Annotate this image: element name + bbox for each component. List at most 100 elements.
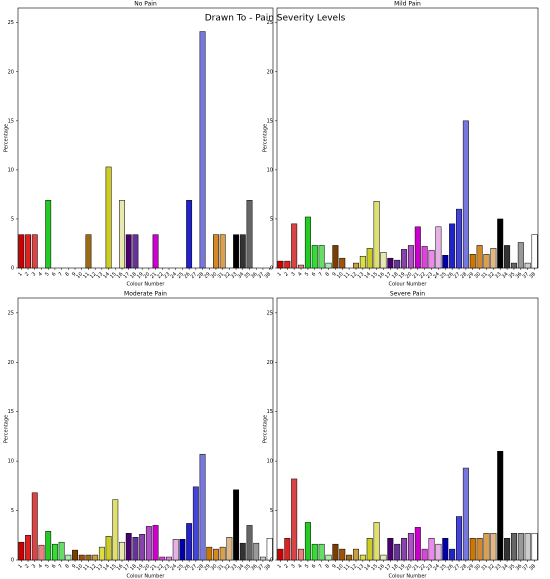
x-tick-label: 5 [44, 563, 50, 569]
bar [352, 548, 359, 561]
bar [119, 541, 125, 561]
bar [219, 546, 226, 561]
bar [531, 234, 538, 269]
axes-title: No Pain [134, 1, 157, 8]
x-tick-label: 17 [384, 271, 393, 280]
y-tick-label: 20 [8, 360, 14, 366]
x-tick-label: 4 [37, 271, 43, 277]
x-tick-label: 2 [283, 271, 289, 277]
x-tick-label: 30 [210, 563, 219, 572]
bar [421, 548, 428, 561]
y-tick-label: 5 [270, 508, 273, 514]
bar [414, 527, 421, 561]
y-tick-label: 20 [8, 69, 14, 75]
bar [469, 537, 476, 561]
y-tick-label: 15 [267, 118, 273, 124]
x-tick-label: 32 [487, 563, 496, 572]
bar [476, 245, 483, 269]
x-tick-label: 21 [412, 271, 421, 280]
bar [497, 218, 504, 269]
y-tick-label: 5 [11, 216, 14, 222]
x-tick-label: 17 [122, 271, 131, 280]
bar [145, 526, 152, 561]
bar [462, 467, 469, 561]
bar [531, 533, 538, 561]
bar [517, 533, 524, 561]
x-tick-label: 25 [176, 563, 185, 572]
bar [401, 537, 408, 561]
bar [394, 543, 401, 561]
x-tick-label: 31 [480, 563, 489, 572]
x-tick-label: 2 [24, 563, 30, 569]
axes-frame [276, 297, 539, 561]
bar [226, 537, 233, 561]
x-tick-label: 6 [51, 563, 57, 569]
bar [199, 31, 206, 269]
x-tick-label: 12 [89, 271, 98, 280]
bar [172, 538, 179, 561]
y-tick-label: 20 [267, 69, 273, 75]
x-tick-label: 35 [243, 271, 252, 280]
bar [105, 536, 112, 561]
bar [490, 533, 497, 561]
x-tick-label: 20 [143, 271, 152, 280]
x-tick-label: 8 [64, 563, 70, 569]
bar [233, 234, 240, 269]
bar [192, 486, 199, 561]
bar [332, 245, 339, 269]
bar [401, 249, 408, 269]
bar [490, 248, 497, 269]
x-tick-label: 15 [109, 563, 118, 572]
y-axis-label: Percentage [263, 415, 269, 443]
bar [125, 234, 132, 269]
bar [442, 254, 449, 269]
bar [366, 248, 373, 269]
y-axis-label: Percentage [4, 415, 10, 443]
bar [139, 534, 146, 561]
x-tick-label: 20 [405, 271, 414, 280]
x-tick-label: 8 [324, 563, 330, 569]
x-tick-label: 5 [304, 271, 310, 277]
x-axis-label: Colour Number [389, 574, 428, 579]
x-tick-label: 16 [377, 271, 386, 280]
bar [449, 548, 456, 561]
x-tick-label: 6 [311, 271, 317, 277]
axes-title: Severe Pain [390, 291, 425, 298]
bar [428, 250, 435, 269]
y-tick-label: 0 [11, 558, 14, 564]
x-tick-label: 31 [480, 271, 489, 280]
bar [380, 252, 387, 269]
x-tick-label: 23 [163, 563, 172, 572]
bar [213, 548, 219, 561]
bar [246, 525, 253, 561]
bar [112, 499, 119, 561]
bar [45, 531, 52, 561]
x-tick-label: 19 [398, 563, 407, 572]
x-tick-label: 31 [216, 563, 225, 572]
bar [469, 254, 476, 269]
bar [298, 548, 305, 561]
bar [483, 254, 490, 269]
x-tick-label: 19 [136, 563, 145, 572]
x-tick-label: 37 [257, 271, 266, 280]
x-tick-label: 24 [432, 563, 441, 572]
bar [325, 262, 332, 269]
x-tick-label: 17 [384, 563, 393, 572]
x-tick-label: 37 [257, 563, 266, 572]
bar [25, 535, 31, 561]
y-axis-label: Percentage [263, 124, 269, 152]
axes-frame [17, 297, 274, 561]
bar [387, 537, 394, 561]
bar [504, 245, 511, 269]
bar [85, 554, 92, 561]
x-tick-label: 11 [82, 563, 91, 572]
bar [524, 262, 531, 269]
x-tick-label: 18 [129, 271, 138, 280]
x-tick-label: 10 [75, 563, 84, 572]
x-tick-label: 20 [405, 563, 414, 572]
x-tick-label: 3 [290, 271, 296, 277]
bar [380, 554, 387, 561]
bar [277, 548, 284, 561]
bar [125, 533, 132, 561]
x-tick-label: 9 [71, 271, 77, 277]
